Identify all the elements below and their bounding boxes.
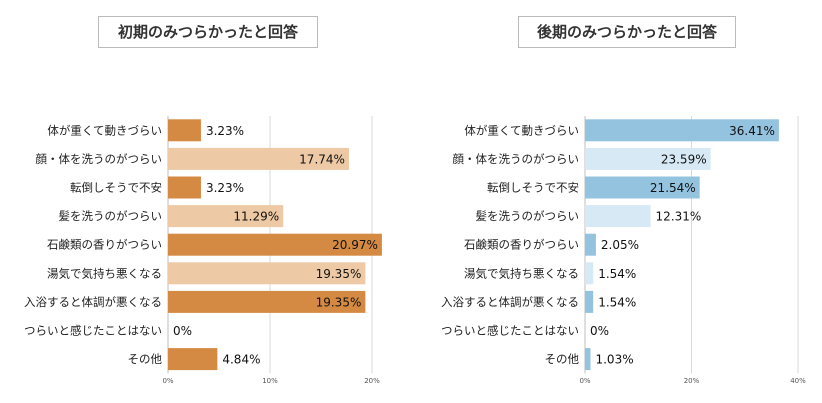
right-value-label: 23.59%	[661, 152, 707, 166]
left-bar	[168, 348, 218, 371]
left-category-label: つらいと感じたことはない	[24, 324, 162, 338]
right-value-label: 12.31%	[656, 210, 702, 224]
left-category-label: その他	[128, 352, 163, 366]
right-category-label: その他	[545, 352, 580, 366]
right-value-label: 0%	[590, 324, 609, 338]
left-category-label: 入浴すると体調が悪くなる	[24, 295, 162, 309]
right-x-tick-label: 20%	[684, 377, 700, 385]
right-value-label: 2.05%	[601, 238, 639, 252]
left-category-label: 髪を洗うのがつらい	[59, 209, 163, 223]
left-value-label: 0%	[173, 324, 192, 338]
left-category-label: 湯気で気持ち悪くなる	[47, 266, 162, 280]
left-value-label: 19.35%	[316, 295, 362, 309]
left-category-label: 体が重くて動きづらい	[47, 123, 162, 137]
left-bar	[168, 205, 284, 228]
right-x-tick-label: 40%	[790, 377, 806, 385]
right-category-label: つらいと感じたことはない	[441, 324, 579, 338]
left-bar	[168, 147, 349, 170]
right-value-label: 1.54%	[598, 295, 636, 309]
left-value-label: 3.23%	[206, 181, 244, 195]
right-chart-title: 後期のみつらかったと回答	[518, 16, 736, 48]
right-value-label: 36.41%	[729, 124, 775, 138]
left-category-label: 転倒しそうで不安	[70, 181, 162, 195]
left-bar	[168, 176, 201, 199]
left-category-label: 顔・体を洗うのがつらい	[36, 152, 163, 166]
right-category-label: 入浴すると体調が悪くなる	[441, 295, 579, 309]
right-x-tick-label: 0%	[579, 377, 590, 385]
right-bar	[585, 290, 594, 313]
right-bar	[585, 119, 779, 142]
left-value-label: 3.23%	[206, 124, 244, 138]
left-bar	[168, 233, 382, 256]
right-bar	[585, 348, 591, 371]
right-bar	[585, 262, 594, 285]
right-category-label: 転倒しそうで不安	[487, 181, 579, 195]
left-value-label: 19.35%	[316, 267, 362, 281]
left-chart-title: 初期のみつらかったと回答	[98, 16, 318, 48]
left-bar	[168, 290, 366, 313]
left-value-label: 20.97%	[332, 238, 378, 252]
right-value-label: 1.54%	[598, 267, 636, 281]
right-bar	[585, 233, 596, 256]
right-value-label: 21.54%	[650, 181, 696, 195]
right-category-label: 体が重くて動きづらい	[464, 123, 579, 137]
right-value-label: 1.03%	[595, 353, 633, 367]
left-x-tick-label: 0%	[162, 377, 173, 385]
right-bar	[585, 176, 700, 199]
left-x-tick-label: 10%	[262, 377, 278, 385]
right-category-label: 顔・体を洗うのがつらい	[453, 152, 580, 166]
left-value-label: 17.74%	[299, 152, 345, 166]
left-value-label: 4.84%	[222, 353, 260, 367]
right-category-label: 湯気で気持ち悪くなる	[464, 266, 579, 280]
right-category-label: 石鹸類の香りがつらい	[464, 238, 579, 252]
left-bar	[168, 119, 201, 142]
left-bar	[168, 262, 366, 285]
left-value-label: 11.29%	[233, 210, 279, 224]
left-category-label: 石鹸類の香りがつらい	[47, 238, 162, 252]
left-x-tick-label: 20%	[364, 377, 380, 385]
right-bar	[585, 147, 711, 170]
right-bar	[585, 205, 651, 228]
right-category-label: 髪を洗うのがつらい	[476, 209, 580, 223]
